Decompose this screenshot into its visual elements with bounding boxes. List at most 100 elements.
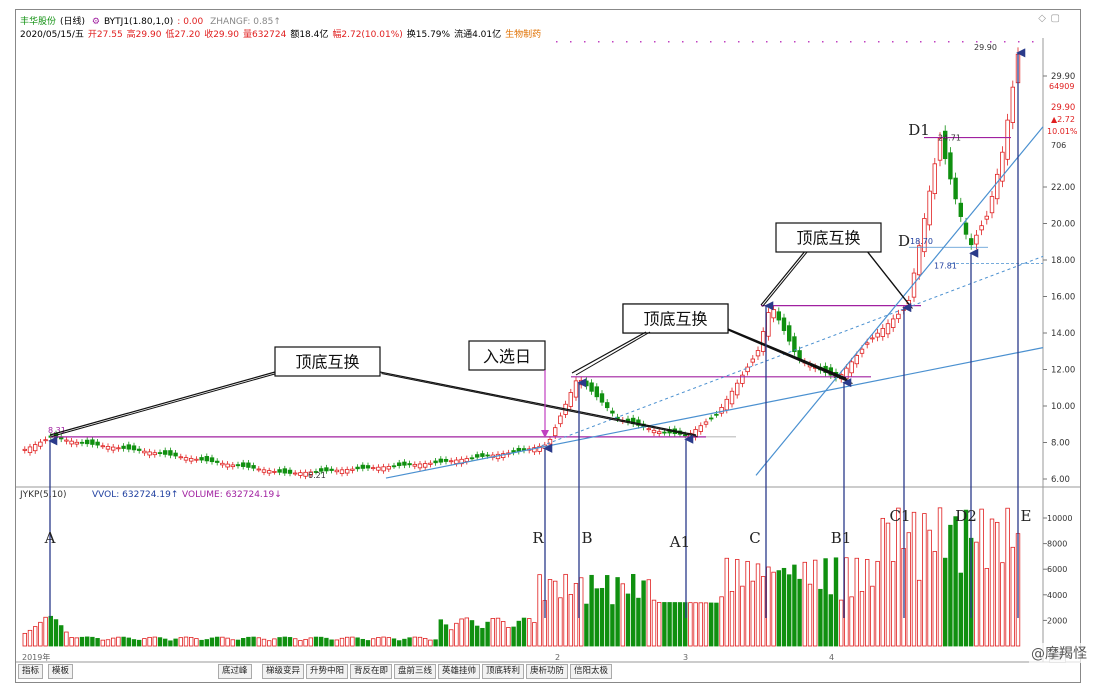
candle [631, 414, 636, 428]
candle [225, 461, 230, 470]
candle [350, 466, 355, 474]
svg-text:B1: B1 [831, 529, 852, 547]
volume-bar [948, 524, 953, 647]
candle [261, 466, 267, 476]
signal-dot [920, 41, 922, 43]
volume-bar [703, 602, 709, 647]
diamond-icon[interactable]: ◇ [1038, 13, 1046, 24]
indicator-tab[interactable]: 指标 [18, 664, 44, 679]
candle [131, 442, 137, 453]
quote-turnover: 换15.79% [406, 30, 451, 40]
candle [896, 309, 901, 324]
volume-bar [553, 580, 558, 647]
volume-bar [761, 576, 766, 647]
stock-name[interactable]: 丰华股份 [20, 17, 57, 27]
formula-button[interactable]: 底过峰 [218, 664, 252, 679]
price-tick: 12.00 [1051, 366, 1075, 376]
quote-float: 流通4.01亿 [454, 30, 502, 40]
volume-bar [511, 626, 516, 647]
volume-bar [859, 591, 865, 647]
trend-line-steep [755, 126, 1044, 476]
volume-bar [620, 583, 625, 647]
candle [989, 190, 995, 219]
candle [386, 463, 391, 473]
volume-bar [729, 591, 735, 647]
formula-button[interactable]: 盘前三线 [394, 664, 437, 679]
volume-bar [849, 596, 854, 647]
settings-icon[interactable]: ⚙ [91, 17, 100, 27]
candle [277, 466, 282, 476]
candle [173, 450, 178, 459]
volume-bar [740, 585, 745, 647]
formula-button[interactable]: 庚析功防 [526, 664, 569, 679]
volume-tick: 2000 [1047, 616, 1067, 625]
signal-dot [850, 41, 852, 43]
volume-bar [282, 636, 287, 647]
marker-c1: C1 [889, 303, 912, 618]
chart-canvas[interactable]: 29.90 22.00 20.00 18.00 16.00 14.00 12.00 10.00… [16, 10, 1080, 682]
price-tick: 14.00 [1051, 329, 1075, 339]
candle [584, 377, 589, 390]
signal-dot [878, 41, 880, 43]
volume-bar [74, 637, 79, 647]
formula-button[interactable]: 信阳太极 [570, 664, 613, 679]
candle [995, 168, 1000, 205]
candle [776, 307, 781, 325]
candle [79, 439, 85, 447]
svg-text:D1: D1 [908, 121, 930, 139]
header-line-2: 2020/05/15/五 开27.55 高29.90 低27.20 收29.90 量632… [20, 27, 545, 40]
formula-button[interactable]: 梯级变异 [262, 664, 305, 679]
candle [1010, 80, 1015, 130]
candle [194, 456, 199, 463]
volume-bar [162, 638, 168, 647]
candle [771, 305, 776, 323]
volume-bar [261, 638, 267, 647]
volume-bar [677, 602, 683, 647]
candle [32, 441, 38, 454]
volume-bar [495, 617, 501, 647]
watermark: @摩羯怪 [1029, 643, 1089, 663]
candle [854, 351, 859, 368]
volume-bar [48, 615, 53, 647]
marker-c: C [749, 301, 774, 618]
candle [792, 332, 797, 356]
volume-tick: 10000 [1047, 514, 1072, 523]
candle [402, 459, 407, 469]
volume-bar [433, 639, 438, 647]
volume-bar [376, 637, 381, 647]
window-icon[interactable]: ▢ [1050, 13, 1060, 24]
signal-dot [612, 41, 614, 43]
candle [651, 427, 657, 436]
candle [391, 462, 397, 469]
formula-button[interactable]: 英雄挂帅 [438, 664, 481, 679]
volume-bar [672, 602, 677, 647]
zhangf-value: ZHANGF: 0.85↑ [210, 17, 281, 27]
volume-bar [64, 631, 69, 647]
volume-bar [797, 578, 802, 647]
volume-bar [963, 509, 969, 647]
volume-bar [69, 637, 74, 647]
candle [657, 428, 662, 437]
signal-dot [1032, 41, 1034, 43]
volume-bar [833, 557, 839, 647]
formula-button[interactable]: 顶底转利 [482, 664, 525, 679]
volume-bar [657, 602, 662, 647]
candle [698, 422, 703, 435]
template-tab[interactable]: 模板 [48, 664, 74, 679]
volume-bar [500, 621, 506, 647]
volume-bar [1005, 507, 1010, 647]
volume-bar [105, 639, 111, 647]
volume-bar [131, 639, 137, 647]
volume-tick: 8000 [1047, 540, 1067, 549]
candle [69, 437, 74, 448]
volume-bar [329, 639, 334, 647]
volume-bar [573, 583, 579, 647]
volume-bar [891, 561, 896, 647]
volume-bar [214, 636, 220, 647]
candle [474, 451, 480, 461]
volume-bar [651, 599, 657, 647]
formula-button[interactable]: 升势中阳 [306, 664, 349, 679]
volume-bar [802, 561, 807, 647]
candle [1000, 146, 1005, 188]
formula-button[interactable]: 背反在即 [350, 664, 393, 679]
